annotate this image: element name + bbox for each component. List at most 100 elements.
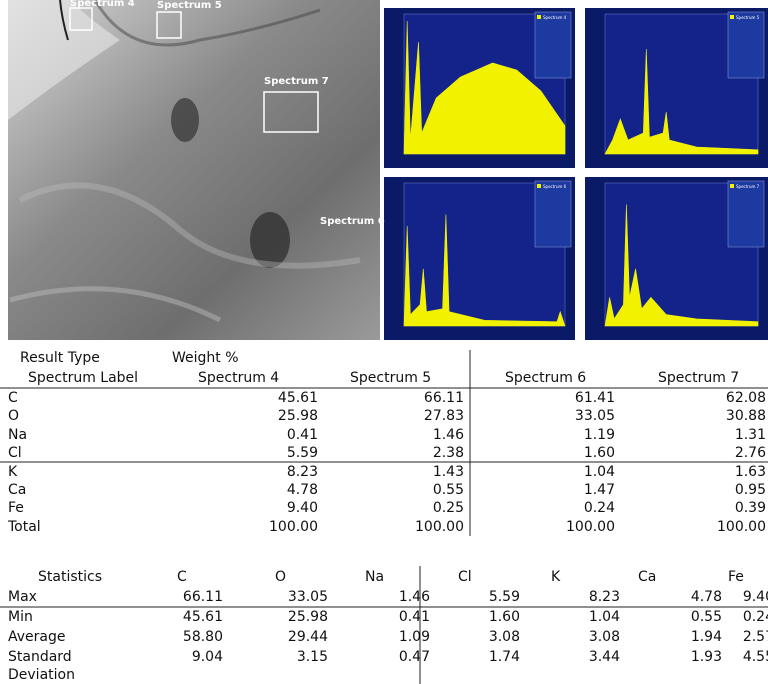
figure: Spectrum 4 Spectrum 5 Spectrum 6 Spectrum 7… [0,0,768,684]
sem-label: Spectrum 4 [70,0,135,9]
table-cell: 45.61 [183,608,223,626]
spectrum-legend [728,181,764,247]
column-header: Fe [728,568,744,586]
spectrum-legend [728,12,764,78]
table-cell: 62.08 [726,389,766,407]
table-cell: 0.55 [433,481,464,499]
table-cell: 0.24 [584,499,615,517]
table-cell: 100.00 [269,518,318,536]
table-cell: 25.98 [278,407,318,425]
table-cell: 1.04 [584,463,615,481]
table-cell: 100.00 [717,518,766,536]
table-cell: 1.60 [584,444,615,462]
row-label: C [8,389,18,407]
table-cell: 9.04 [192,648,223,666]
table-cell: 1.94 [691,628,722,646]
legend-swatch [537,15,541,19]
column-header: C [177,568,187,586]
column-header: Spectrum 5 [350,369,431,387]
column-header: O [275,568,286,586]
table-cell: 4.78 [287,481,318,499]
sem-image [8,0,380,340]
table-cell: 0.47 [399,648,430,666]
table-cell: 58.80 [183,628,223,646]
table-cell: 0.41 [287,426,318,444]
table-cell: 9.40 [287,499,318,517]
table-cell: 1.46 [433,426,464,444]
table-cell: 100.00 [415,518,464,536]
table-cell: 0.55 [691,608,722,626]
table-cell: 3.15 [297,648,328,666]
row-label: Standard Deviation [8,648,88,684]
table-cell: 9.40 [743,588,768,606]
table-cell: 1.31 [735,426,766,444]
table-cell: 0.25 [433,499,464,517]
table-cell: 1.09 [399,628,430,646]
table-cell: 29.44 [288,628,328,646]
column-header: Spectrum 4 [198,369,279,387]
column-header: Cl [458,568,472,586]
table-cell: 30.88 [726,407,766,425]
spectrum-legend-label: Spectrum 4 [543,15,567,20]
spectra: Spectrum 4 Spectrum 5 Spectrum 6 Spectrum 7 [384,8,768,340]
table-cell: 3.08 [489,628,520,646]
table-cell: 1.04 [589,608,620,626]
table-cell: 33.05 [575,407,615,425]
legend-swatch [730,15,734,19]
sem-label: Spectrum 6 [320,216,385,227]
table-cell: 0.24 [743,608,768,626]
table-cell: 4.55 [743,648,768,666]
table-cell: 0.95 [735,481,766,499]
spectrum-legend-label: Spectrum 7 [736,184,760,189]
table-cell: 5.59 [287,444,318,462]
table-header: Weight % [172,349,239,367]
column-header: K [551,568,560,586]
column-header: Spectrum 7 [658,369,739,387]
sem-label: Spectrum 5 [157,0,222,11]
table-cell: 100.00 [566,518,615,536]
table-header: Result Type [20,349,100,367]
table-cell: 33.05 [288,588,328,606]
column-header: Ca [638,568,656,586]
column-header: Spectrum 6 [505,369,586,387]
legend-swatch [537,184,541,188]
table-cell: 66.11 [183,588,223,606]
spectrum-legend-label: Spectrum 5 [736,15,760,20]
spectrum-legend [535,12,571,78]
table-cell: 66.11 [424,389,464,407]
column-header: Spectrum Label [28,369,138,387]
table-cell: 3.08 [589,628,620,646]
table-cell: 2.57 [743,628,768,646]
table-cell: 1.60 [489,608,520,626]
row-label: Fe [8,499,24,517]
table-cell: 1.19 [584,426,615,444]
spectrum-legend [535,181,571,247]
table-cell: 61.41 [575,389,615,407]
table-cell: 8.23 [589,588,620,606]
table-cell: 1.46 [399,588,430,606]
table-cell: 25.98 [288,608,328,626]
table-cell: 27.83 [424,407,464,425]
table-cell: 0.41 [399,608,430,626]
spectrum-legend-label: Spectrum 6 [543,184,567,189]
row-label: Max [8,588,88,606]
legend-swatch [730,184,734,188]
row-label: Min [8,608,88,626]
row-label: K [8,463,17,481]
table-cell: 1.93 [691,648,722,666]
row-label: O [8,407,19,425]
table-cell: 45.61 [278,389,318,407]
row-label: Average [8,628,88,646]
table-cell: 1.47 [584,481,615,499]
table-cell: 1.63 [735,463,766,481]
table-cell: 1.43 [433,463,464,481]
table-cell: 3.44 [589,648,620,666]
row-label: Ca [8,481,26,499]
row-label: Na [8,426,27,444]
sem-label: Spectrum 7 [264,76,329,87]
table-cell: 0.39 [735,499,766,517]
table-rules [0,350,768,684]
table-cell: 2.38 [433,444,464,462]
table-cell: 8.23 [287,463,318,481]
table-cell: 4.78 [691,588,722,606]
